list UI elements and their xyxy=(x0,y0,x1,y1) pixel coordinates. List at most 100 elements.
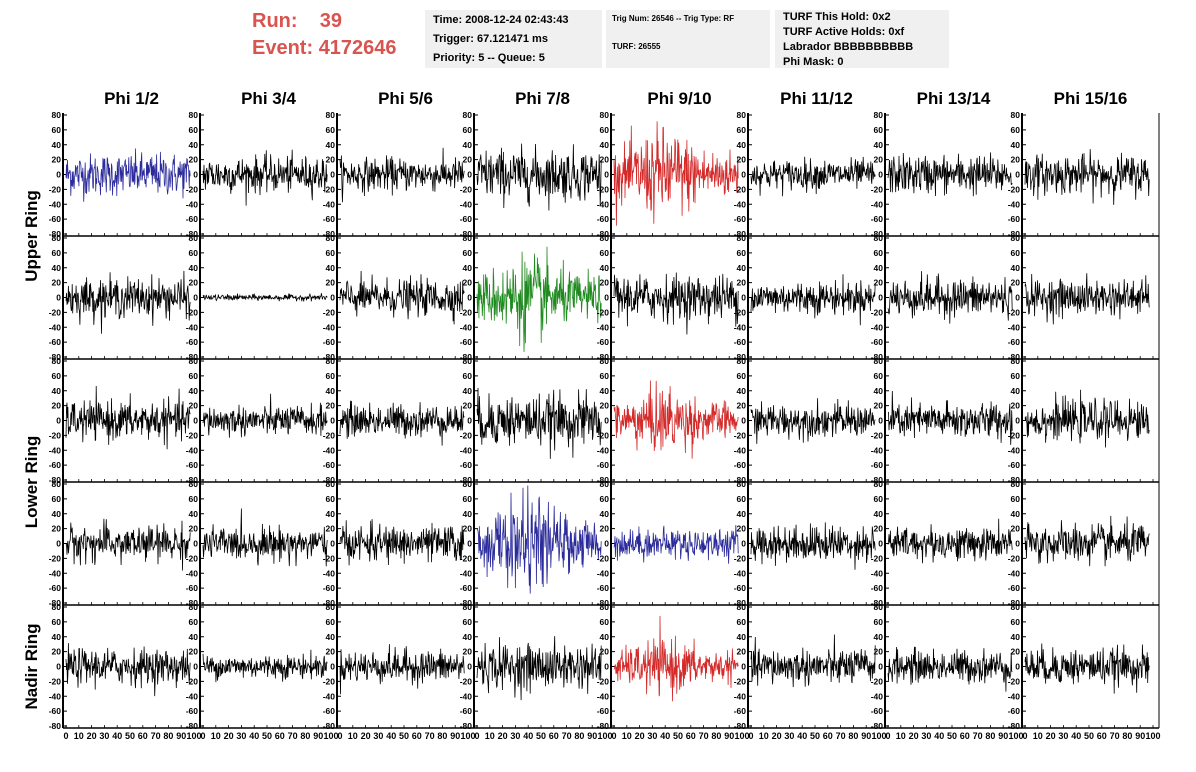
x-tick-label: 60 xyxy=(823,731,833,741)
y-tick-label: 0 xyxy=(604,170,609,180)
waveform-trace xyxy=(613,380,739,459)
y-tick-label: 20 xyxy=(737,401,747,411)
x-tick-label: 50 xyxy=(947,731,957,741)
column-header: Phi 13/14 xyxy=(917,89,991,108)
waveform-trace xyxy=(65,385,191,450)
y-tick-label: -20 xyxy=(186,307,199,317)
y-tick-label: 0 xyxy=(741,662,746,672)
x-tick-label: 60 xyxy=(960,731,970,741)
y-tick-label: 40 xyxy=(189,386,199,396)
ring-label: Lower Ring xyxy=(22,436,41,529)
x-tick-label: 50 xyxy=(399,731,409,741)
y-tick-label: -60 xyxy=(1008,706,1021,716)
y-tick-label: -40 xyxy=(49,199,62,209)
y-tick-label: -20 xyxy=(323,430,336,440)
y-tick-label: -60 xyxy=(49,706,62,716)
y-tick-label: -80 xyxy=(49,721,62,731)
y-tick-label: -40 xyxy=(186,691,199,701)
y-tick-label: -80 xyxy=(323,475,336,485)
y-tick-label: -80 xyxy=(1008,475,1021,485)
y-tick-label: 80 xyxy=(1011,479,1021,489)
waveform-trace xyxy=(65,148,191,202)
x-tick-label: 20 xyxy=(909,731,919,741)
y-tick-label: 80 xyxy=(600,479,610,489)
waveform-trace xyxy=(339,400,465,446)
y-tick-label: 60 xyxy=(1011,125,1021,135)
x-tick-label: 70 xyxy=(1110,731,1120,741)
y-tick-label: -20 xyxy=(186,184,199,194)
y-tick-label: -40 xyxy=(1008,445,1021,455)
y-tick-label: -60 xyxy=(597,706,610,716)
y-tick-label: -40 xyxy=(597,199,610,209)
y-tick-label: 0 xyxy=(878,662,883,672)
y-tick-label: 80 xyxy=(189,602,199,612)
y-tick-label: -80 xyxy=(871,352,884,362)
y-tick-label: -60 xyxy=(460,337,473,347)
y-tick-label: 40 xyxy=(737,140,747,150)
y-tick-label: 40 xyxy=(463,509,473,519)
y-tick-label: -40 xyxy=(323,199,336,209)
y-tick-label: -80 xyxy=(49,229,62,239)
waveform-trace xyxy=(887,152,1013,197)
y-tick-label: 40 xyxy=(463,140,473,150)
y-tick-label: 60 xyxy=(463,125,473,135)
y-tick-label: 20 xyxy=(600,401,610,411)
x-tick-label: 20 xyxy=(361,731,371,741)
x-tick-label: 100 xyxy=(323,731,338,741)
y-tick-label: 40 xyxy=(737,509,747,519)
y-tick-label: -60 xyxy=(49,214,62,224)
x-tick-label: 80 xyxy=(1122,731,1132,741)
y-tick-label: 0 xyxy=(604,293,609,303)
y-tick-label: 40 xyxy=(737,386,747,396)
y-tick-label: 40 xyxy=(600,263,610,273)
y-tick-label: -80 xyxy=(460,598,473,608)
y-tick-label: -20 xyxy=(323,307,336,317)
y-tick-label: -40 xyxy=(871,691,884,701)
x-tick-label: 10 xyxy=(622,731,632,741)
waveform-trace xyxy=(1024,149,1150,205)
y-tick-label: 40 xyxy=(52,140,62,150)
y-tick-label: 80 xyxy=(1011,356,1021,366)
y-tick-label: 40 xyxy=(874,509,884,519)
y-tick-label: -60 xyxy=(186,706,199,716)
y-tick-label: -20 xyxy=(597,553,610,563)
y-tick-label: 40 xyxy=(1011,386,1021,396)
y-tick-label: -80 xyxy=(49,475,62,485)
x-tick-label: 60 xyxy=(686,731,696,741)
x-tick-label: 70 xyxy=(699,731,709,741)
y-tick-label: 40 xyxy=(874,632,884,642)
y-tick-label: 20 xyxy=(52,401,62,411)
y-tick-label: 20 xyxy=(600,524,610,534)
y-tick-label: -80 xyxy=(597,475,610,485)
y-tick-label: 60 xyxy=(737,371,747,381)
y-tick-label: 0 xyxy=(741,293,746,303)
time-text: Time: 2008-12-24 02:43:43 xyxy=(433,14,569,26)
y-tick-label: 60 xyxy=(600,248,610,258)
x-tick-label: 50 xyxy=(810,731,820,741)
y-tick-label: -20 xyxy=(597,676,610,686)
y-tick-label: 60 xyxy=(52,125,62,135)
y-tick-label: -80 xyxy=(1008,721,1021,731)
y-tick-label: -40 xyxy=(1008,691,1021,701)
y-tick-label: 80 xyxy=(874,233,884,243)
y-tick-label: 80 xyxy=(1011,602,1021,612)
x-tick-label: 10 xyxy=(211,731,221,741)
x-tick-label: 90 xyxy=(724,731,734,741)
y-tick-label: 80 xyxy=(52,479,62,489)
y-tick-label: 80 xyxy=(326,356,336,366)
y-tick-label: -60 xyxy=(1008,214,1021,224)
y-tick-label: 20 xyxy=(1011,401,1021,411)
y-tick-label: -40 xyxy=(734,199,747,209)
y-tick-label: -40 xyxy=(460,568,473,578)
y-tick-label: 0 xyxy=(1015,293,1020,303)
x-tick-label: 0 xyxy=(337,731,342,741)
y-tick-label: 60 xyxy=(463,494,473,504)
y-tick-label: -20 xyxy=(1008,430,1021,440)
y-tick-label: -40 xyxy=(186,445,199,455)
y-tick-label: 20 xyxy=(326,155,336,165)
x-tick-label: 40 xyxy=(112,731,122,741)
y-tick-label: 40 xyxy=(874,263,884,273)
waveform-trace xyxy=(202,293,328,302)
x-tick-label: 70 xyxy=(973,731,983,741)
